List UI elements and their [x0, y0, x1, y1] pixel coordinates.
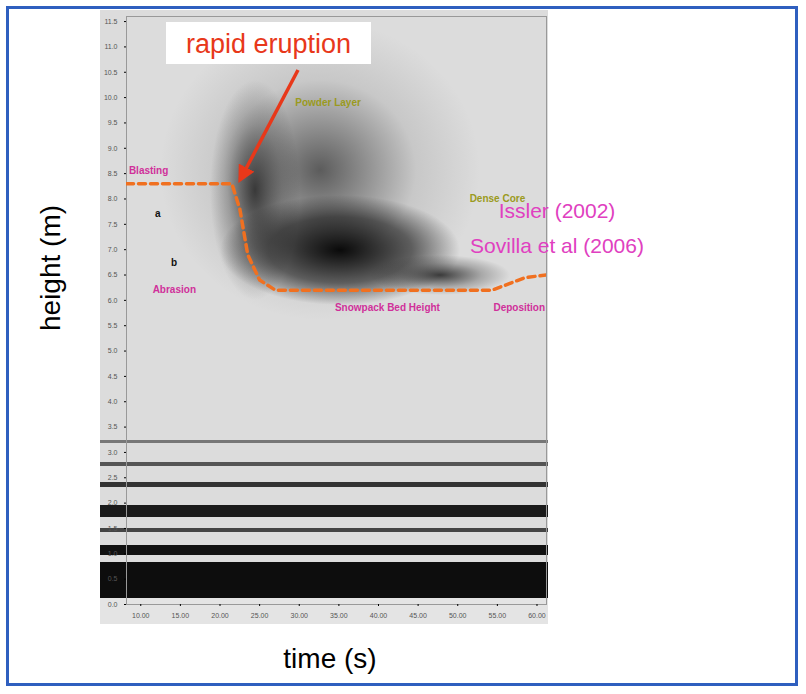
svg-text:Deposition: Deposition [493, 302, 545, 313]
svg-text:10.00: 10.00 [132, 612, 150, 619]
svg-text:30.00: 30.00 [290, 612, 308, 619]
svg-text:6.0: 6.0 [108, 297, 118, 304]
svg-text:11.0: 11.0 [104, 43, 117, 50]
svg-text:a: a [155, 208, 161, 219]
svg-text:Blasting: Blasting [129, 165, 168, 176]
svg-text:b: b [171, 257, 177, 268]
svg-text:25.00: 25.00 [251, 612, 269, 619]
svg-text:time (s): time (s) [283, 643, 376, 674]
svg-text:0.0: 0.0 [108, 601, 118, 608]
svg-text:Dense Core: Dense Core [470, 193, 526, 204]
svg-text:Abrasion: Abrasion [153, 284, 196, 295]
svg-text:10.5: 10.5 [104, 68, 118, 75]
svg-text:10.0: 10.0 [104, 94, 118, 101]
svg-text:9.5: 9.5 [108, 119, 118, 126]
svg-text:3.0: 3.0 [108, 449, 118, 456]
svg-text:5.5: 5.5 [108, 322, 118, 329]
svg-text:4.0: 4.0 [108, 398, 118, 405]
svg-text:1.5: 1.5 [108, 525, 118, 532]
svg-text:1.0: 1.0 [108, 550, 118, 557]
svg-text:55.00: 55.00 [489, 612, 507, 619]
svg-text:11.5: 11.5 [104, 18, 117, 25]
svg-text:50.00: 50.00 [449, 612, 467, 619]
svg-text:5.0: 5.0 [108, 347, 118, 354]
svg-text:0.5: 0.5 [108, 575, 118, 582]
svg-text:Issler (2002): Issler (2002) [499, 199, 616, 222]
svg-text:15.00: 15.00 [172, 612, 190, 619]
svg-text:7.5: 7.5 [108, 221, 118, 228]
svg-text:rapid eruption: rapid eruption [186, 29, 351, 59]
svg-text:60.00: 60.00 [528, 612, 546, 619]
svg-text:9.0: 9.0 [108, 145, 118, 152]
svg-text:Powder Layer: Powder Layer [295, 97, 361, 108]
svg-text:Sovilla et al (2006): Sovilla et al (2006) [470, 234, 644, 257]
svg-text:40.00: 40.00 [370, 612, 388, 619]
svg-text:20.00: 20.00 [211, 612, 229, 619]
svg-text:6.5: 6.5 [108, 271, 118, 278]
svg-text:45.00: 45.00 [409, 612, 427, 619]
svg-text:7.0: 7.0 [108, 246, 118, 253]
svg-text:35.00: 35.00 [330, 612, 348, 619]
svg-text:8.0: 8.0 [108, 195, 118, 202]
svg-text:height (m): height (m) [35, 205, 66, 331]
svg-text:2.0: 2.0 [108, 499, 118, 506]
svg-text:3.5: 3.5 [108, 423, 118, 430]
svg-text:2.5: 2.5 [108, 474, 118, 481]
svg-text:4.5: 4.5 [108, 373, 118, 380]
svg-text:8.5: 8.5 [108, 170, 118, 177]
svg-text:Snowpack Bed Height: Snowpack Bed Height [335, 302, 441, 313]
